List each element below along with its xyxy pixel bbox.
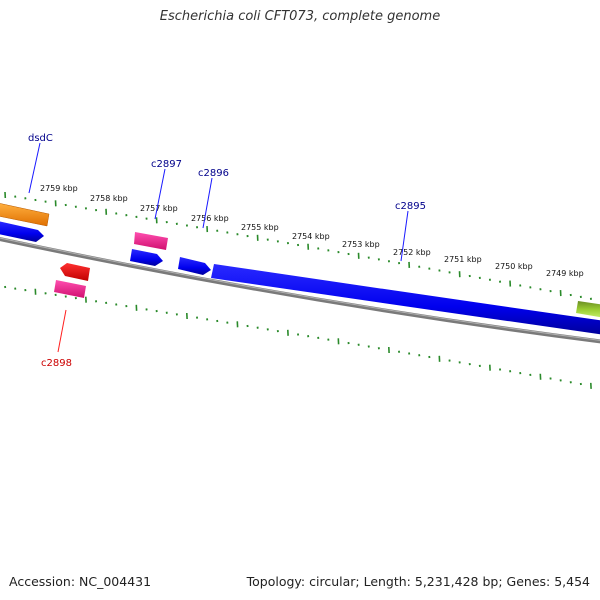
scale-label: 2750 kbp xyxy=(495,262,533,271)
scale-label: 2754 kbp xyxy=(292,232,330,241)
leader-line-c2898 xyxy=(57,309,67,353)
scale-label: 2756 kbp xyxy=(191,214,229,223)
scale-label: 2749 kbp xyxy=(546,269,584,278)
cds-blue-c2897[interactable] xyxy=(130,249,163,266)
scale-label: 2755 kbp xyxy=(241,223,279,232)
gene-label-c2896[interactable]: c2896 xyxy=(198,168,229,179)
scale-label: 2759 kbp xyxy=(40,184,78,193)
cds-blue-left[interactable] xyxy=(0,221,44,242)
gene-label-c2897[interactable]: c2897 xyxy=(151,159,182,170)
genome-summary-text: Topology: circular; Length: 5,231,428 bp… xyxy=(246,574,590,589)
accession-text: Accession: NC_004431 xyxy=(9,574,152,589)
cds-red-reverse[interactable] xyxy=(60,263,90,281)
scale-labels: 2759 kbp 2758 kbp 2757 kbp 2756 kbp 2755… xyxy=(40,184,584,278)
leader-line-dsdC xyxy=(28,142,41,194)
cds-orange-dsdC[interactable] xyxy=(0,203,50,227)
gene-label-dsdC[interactable]: dsdC xyxy=(28,133,53,144)
scale-label: 2753 kbp xyxy=(342,240,380,249)
scale-label: 2752 kbp xyxy=(393,248,431,257)
cds-pink-c2897[interactable] xyxy=(134,232,168,250)
leader-line-c2897 xyxy=(154,168,166,220)
gene-label-c2898[interactable]: c2898 xyxy=(41,358,72,369)
map-title: Escherichia coli CFT073, complete genome xyxy=(159,9,441,24)
tick-ring-inner xyxy=(4,285,592,389)
tick-ring-outer xyxy=(4,191,592,300)
scale-label: 2751 kbp xyxy=(444,255,482,264)
scale-label: 2758 kbp xyxy=(90,194,128,203)
genome-backbone-highlight xyxy=(0,237,600,341)
leader-line-c2895 xyxy=(400,210,409,262)
cds-pink-c2898[interactable] xyxy=(54,280,86,298)
genome-backbone xyxy=(0,237,600,344)
cds-blue-c2896[interactable] xyxy=(178,257,211,275)
gene-label-c2895[interactable]: c2895 xyxy=(395,201,426,212)
cds-blue-c2895[interactable] xyxy=(211,264,600,335)
cds-green-right[interactable] xyxy=(576,301,600,318)
scale-label: 2757 kbp xyxy=(140,204,178,213)
leader-line-c2896 xyxy=(202,177,213,229)
